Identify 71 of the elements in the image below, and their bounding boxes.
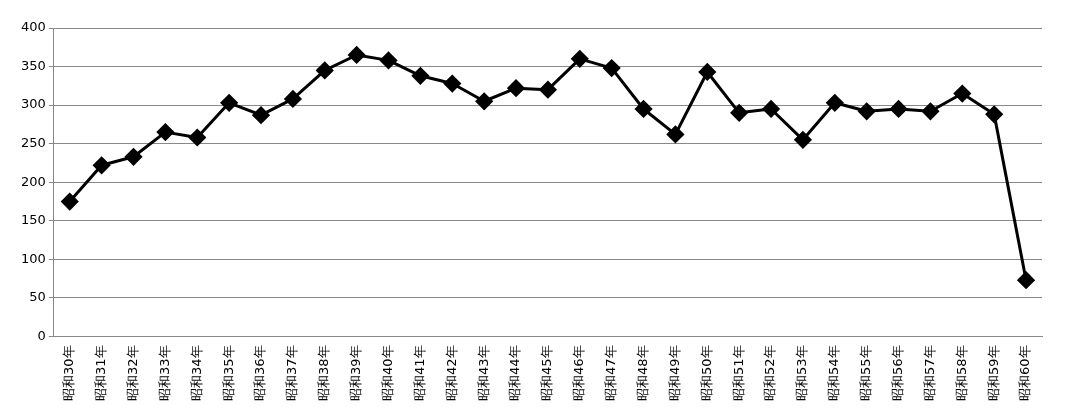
x-tick-label: 昭和50年 [698, 345, 714, 401]
y-tick-label: 100 [20, 250, 46, 266]
y-tick-label: 0 [37, 327, 46, 343]
x-tick-label: 昭和39年 [348, 345, 364, 401]
point [156, 123, 174, 141]
x-tick-label: 昭和58年 [953, 345, 969, 401]
point [762, 100, 780, 118]
x-tick-label: 昭和30年 [61, 345, 77, 401]
y-tick-label: 50 [29, 289, 46, 305]
point [571, 50, 589, 68]
x-tick-label: 昭和56年 [889, 345, 905, 401]
point [953, 85, 971, 103]
x-tick-label: 昭和36年 [252, 345, 268, 401]
x-tick-label: 昭和54年 [826, 345, 842, 401]
x-tick-label: 昭和33年 [156, 345, 172, 401]
x-tick-label: 昭和59年 [985, 345, 1001, 401]
y-tick-label: 250 [20, 135, 46, 151]
point [794, 131, 812, 149]
point [666, 125, 684, 143]
point [316, 61, 334, 79]
x-tick-label: 昭和45年 [539, 345, 555, 401]
point [826, 94, 844, 112]
point [380, 51, 398, 69]
point [125, 148, 143, 166]
x-tick-label: 昭和42年 [443, 345, 459, 401]
point [890, 100, 908, 118]
point [220, 94, 238, 112]
y-tick-label: 300 [20, 96, 46, 112]
x-tick-label: 昭和52年 [762, 345, 778, 401]
x-tick-label: 昭和46年 [571, 345, 587, 401]
y-tick-label: 150 [20, 212, 46, 228]
y-tick-label: 400 [20, 19, 46, 35]
x-tick-label: 昭和43年 [475, 345, 491, 401]
x-tick-label: 昭和53年 [794, 345, 810, 401]
point [93, 156, 111, 174]
x-tick-label: 昭和31年 [93, 345, 108, 401]
point [921, 102, 939, 120]
point [348, 46, 366, 64]
point [858, 102, 876, 120]
x-tick-label: 昭和35年 [220, 345, 236, 401]
point [411, 67, 429, 85]
x-tick-label: 昭和57年 [921, 345, 937, 401]
y-tick-label: 350 [20, 57, 46, 73]
x-tick-label: 昭和51年 [730, 345, 746, 401]
point [635, 100, 653, 118]
point [475, 92, 493, 110]
point [443, 75, 461, 93]
point [539, 81, 557, 99]
point [284, 90, 302, 108]
x-tick-label: 昭和48年 [634, 345, 650, 401]
x-tick-label: 昭和37年 [284, 345, 300, 401]
point [985, 105, 1003, 123]
x-tick-label: 昭和32年 [124, 345, 140, 401]
x-tick-label: 昭和41年 [411, 345, 427, 401]
point [252, 106, 270, 124]
point [507, 79, 525, 97]
x-tick-label: 昭和55年 [858, 345, 874, 401]
point [1017, 271, 1035, 289]
x-tick-label: 昭和60年 [1017, 345, 1033, 401]
y-tick-label: 200 [20, 173, 46, 189]
x-tick-label: 昭和40年 [379, 345, 395, 401]
x-tick-label: 昭和44年 [507, 345, 523, 401]
x-tick-label: 昭和49年 [666, 345, 682, 401]
x-tick-label: 昭和34年 [188, 345, 204, 401]
x-tick-label: 昭和47年 [603, 345, 619, 401]
point [188, 129, 206, 146]
point [730, 104, 748, 122]
point [698, 63, 716, 81]
point [603, 59, 621, 77]
point [61, 193, 79, 211]
x-tick-label: 昭和38年 [316, 345, 332, 401]
